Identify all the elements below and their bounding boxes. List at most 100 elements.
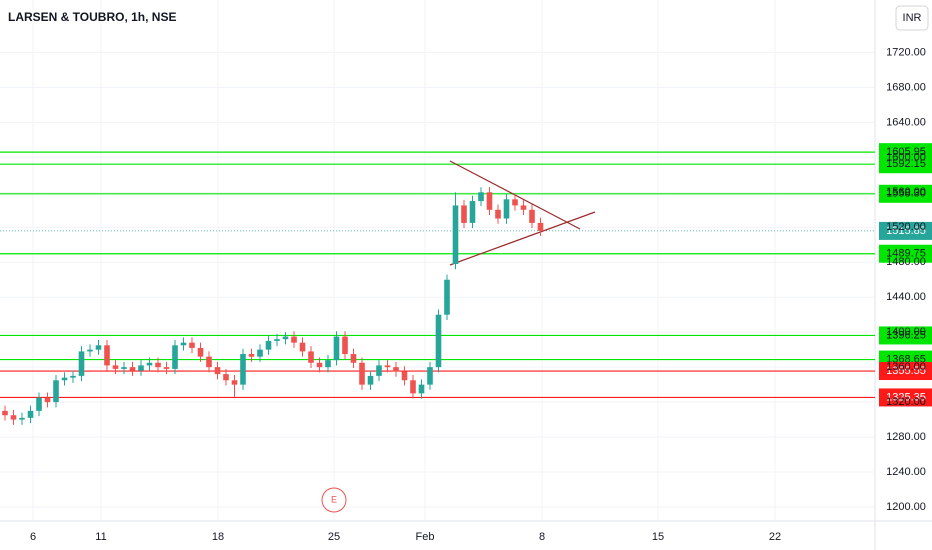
level-label-box [879,244,932,263]
candle-body [214,367,221,375]
x-tick-label: 6 [30,531,36,543]
level-label-box [879,184,932,203]
candle-body [520,205,527,210]
candle-body [44,397,51,403]
candle-body [163,367,170,369]
candle-body [359,362,365,385]
grid [0,0,875,521]
candle-body [248,354,255,357]
y-tick-label: 1600.00 [886,151,926,163]
chart-title: LARSEN & TOUBRO, 1h, NSE [8,10,176,24]
x-tick-label: Feb [416,531,435,543]
y-tick-label: 1680.00 [886,81,926,93]
candle-body [478,192,484,202]
earnings-marker[interactable] [321,487,347,513]
candle-body [427,367,433,385]
currency-button[interactable] [895,5,929,31]
x-tick-label: 22 [769,531,781,543]
candle-body [316,362,323,368]
candle-body [435,314,442,368]
candle-body [401,371,408,381]
y-tick-label: 1440.00 [886,291,926,303]
candle-body [529,209,535,223]
candle-body [112,365,119,369]
candle-body [282,336,289,340]
candle-body [121,367,127,369]
candle-body [180,342,187,346]
candle-body [231,380,238,385]
candle-body [461,205,467,223]
candle-body [104,345,110,366]
earnings-label[interactable]: E [331,494,337,504]
candle-body [61,377,68,381]
y-tick-label: 1200.00 [886,501,926,513]
candle-body [444,279,450,315]
candle-body [223,374,229,381]
y-tick-label: 1560.00 [886,186,926,198]
level-label-box [879,362,932,381]
candle-body [367,375,374,385]
level-label: 1592.15 [886,158,926,170]
candle-body [53,380,59,403]
candle-body [308,351,314,363]
candle-body [384,365,391,368]
level-label-box [879,326,932,345]
level-label-box [879,155,932,174]
candle-body [342,336,348,355]
trendline-lower [449,211,596,266]
candle-body [410,380,416,394]
candle-body [274,339,280,341]
candle-body [19,417,25,420]
candle-body [155,362,161,368]
level-label: 1605.95 [886,146,926,158]
candle-body [512,199,518,206]
candle-body [240,354,246,385]
candle-body [129,367,136,371]
candle-body [138,365,144,371]
candle-body [27,410,34,418]
candle-body [206,356,212,368]
level-label-box [879,388,932,407]
level-label: 1515.85 [886,225,926,237]
candle-body [486,192,493,210]
candle-body [452,205,459,264]
candle-body [87,349,93,352]
candle-body [299,342,306,352]
y-tick-label: 1240.00 [886,466,926,478]
candle-body [495,209,501,219]
candle-body [36,397,42,411]
x-tick-label: 11 [95,531,106,543]
candle-body [376,365,382,376]
y-tick-label: 1400.00 [886,326,926,338]
y-tick-label: 1280.00 [886,431,926,443]
candle-body [291,336,297,343]
level-label: 1355.55 [886,365,926,377]
y-tick-label: 1640.00 [886,116,926,128]
y-tick-label: 1360.00 [886,361,926,373]
candle-body [257,349,263,357]
y-tick-label: 1720.00 [886,46,926,58]
candle-body [393,367,399,372]
candle-body [325,360,331,368]
level-label-box [879,221,932,240]
y-tick-label: 1320.00 [886,396,926,408]
candle-body [172,345,178,369]
level-label: 1489.75 [886,248,926,260]
candle-body [146,362,153,366]
level-label: 1396.25 [886,329,926,341]
candle-body [2,410,8,416]
x-tick-label: 18 [212,531,224,543]
candle-body [10,415,17,420]
candle-body [189,342,195,348]
candle-body [418,384,425,394]
level-label: 1325.35 [886,391,926,403]
candle-body [78,351,85,376]
x-tick-label: 25 [328,531,340,543]
candle-body [333,336,340,361]
candle-body [95,345,102,350]
currency-label[interactable]: INR [903,12,922,24]
candle-body [350,354,357,363]
candle-body [197,347,204,357]
